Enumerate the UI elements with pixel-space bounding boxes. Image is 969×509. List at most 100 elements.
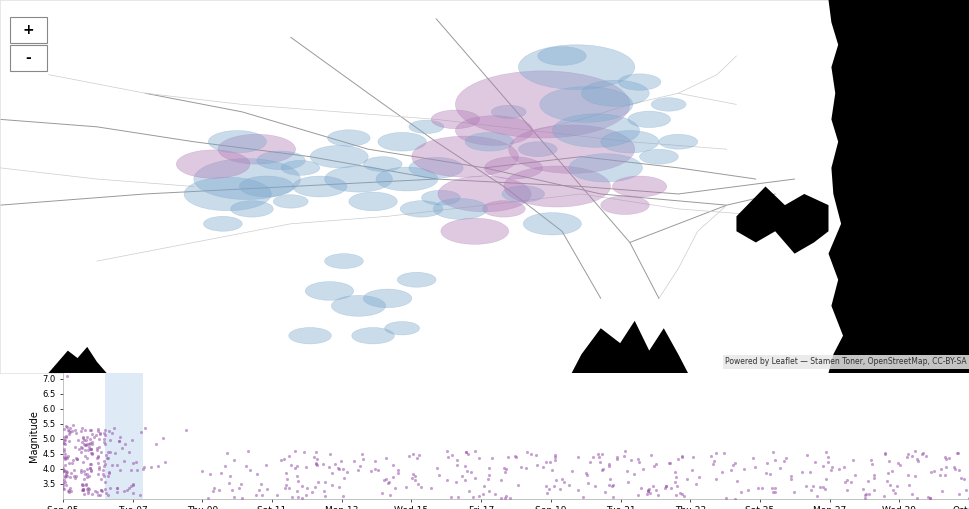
Point: [877, 450, 892, 459]
Point: [90, 459, 106, 467]
Polygon shape: [538, 321, 688, 373]
Point: [467, 474, 483, 482]
Point: [177, 427, 193, 435]
Point: [493, 476, 509, 484]
Point: [766, 488, 782, 496]
Point: [961, 494, 969, 502]
Polygon shape: [828, 0, 969, 373]
Point: [65, 427, 80, 435]
Point: [582, 458, 598, 466]
Point: [386, 473, 401, 482]
Point: [726, 461, 741, 469]
Point: [99, 454, 114, 462]
Point: [805, 482, 821, 490]
Point: [820, 459, 835, 467]
Point: [766, 484, 782, 492]
Point: [91, 435, 107, 443]
Point: [922, 494, 938, 502]
Point: [277, 484, 293, 492]
Point: [124, 436, 140, 444]
Point: [323, 450, 338, 458]
Point: [57, 440, 73, 448]
Point: [839, 486, 855, 494]
Point: [429, 464, 445, 472]
Point: [258, 461, 273, 469]
Point: [56, 447, 72, 455]
Point: [911, 458, 926, 466]
Point: [155, 434, 171, 442]
Point: [95, 470, 110, 478]
Point: [830, 465, 846, 473]
Point: [103, 436, 118, 444]
Point: [121, 484, 137, 492]
Point: [378, 475, 393, 483]
Point: [602, 480, 617, 489]
Point: [213, 469, 229, 477]
Point: [866, 474, 882, 483]
Point: [234, 480, 249, 489]
Point: [747, 463, 763, 471]
Point: [882, 481, 897, 489]
Point: [150, 462, 166, 470]
Point: [591, 450, 607, 458]
Point: [750, 484, 766, 492]
Point: [234, 494, 250, 502]
Circle shape: [176, 150, 250, 178]
Point: [458, 448, 474, 456]
Point: [884, 467, 899, 475]
Point: [82, 439, 98, 447]
Circle shape: [618, 74, 661, 90]
Point: [864, 460, 880, 468]
Circle shape: [352, 327, 394, 344]
Point: [439, 476, 454, 485]
Circle shape: [441, 218, 509, 244]
Point: [56, 445, 72, 453]
Point: [290, 462, 305, 470]
Point: [81, 485, 97, 493]
Point: [860, 477, 876, 486]
Point: [370, 466, 386, 474]
Point: [79, 465, 95, 473]
Point: [689, 479, 704, 488]
Point: [745, 454, 761, 462]
Circle shape: [509, 125, 635, 174]
Point: [63, 469, 78, 477]
Point: [923, 468, 939, 476]
Point: [767, 456, 783, 464]
Point: [482, 488, 497, 496]
Point: [223, 472, 238, 480]
Point: [714, 468, 730, 476]
Point: [78, 452, 93, 460]
Point: [952, 490, 967, 498]
Point: [587, 482, 603, 490]
Point: [448, 478, 463, 486]
Point: [859, 490, 874, 498]
Point: [480, 475, 495, 483]
Point: [69, 455, 84, 463]
Point: [511, 480, 526, 489]
Point: [82, 435, 98, 443]
Point: [461, 487, 477, 495]
Point: [390, 466, 405, 474]
Y-axis label: Magnitude: Magnitude: [29, 410, 40, 462]
Point: [309, 455, 325, 463]
Point: [610, 455, 625, 463]
Point: [57, 461, 73, 469]
Point: [80, 484, 96, 492]
Circle shape: [422, 190, 460, 205]
Point: [729, 477, 744, 485]
Point: [84, 449, 100, 458]
Point: [336, 473, 352, 482]
Point: [335, 492, 351, 500]
Point: [592, 453, 608, 461]
Circle shape: [273, 195, 308, 208]
Point: [82, 445, 98, 453]
Point: [92, 491, 108, 499]
Point: [94, 474, 109, 483]
Point: [848, 471, 863, 479]
Point: [356, 455, 371, 463]
Point: [815, 462, 830, 470]
Point: [308, 448, 324, 456]
Point: [57, 454, 73, 462]
Circle shape: [208, 130, 266, 153]
